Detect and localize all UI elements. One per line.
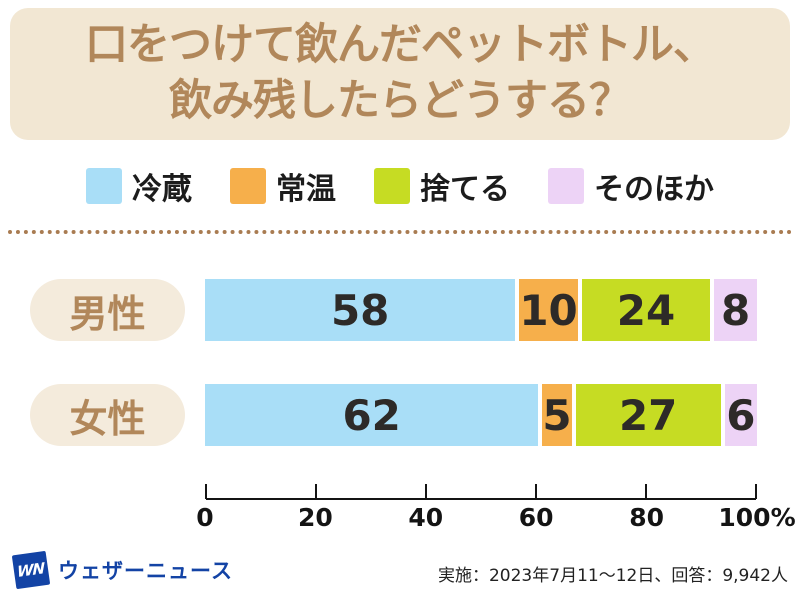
wn-logo-letters: WN — [17, 559, 45, 581]
axis-tick-label: 80 — [629, 503, 664, 532]
legend-item: 常温 — [230, 164, 336, 208]
bar-segment: 8 — [714, 279, 757, 341]
legend-item: 捨てる — [374, 164, 510, 208]
legend-swatch — [374, 168, 410, 204]
legend-swatch — [86, 168, 122, 204]
page-title-line2: 飲み残したらどうする？ — [169, 76, 632, 126]
bar-segment: 10 — [519, 279, 578, 341]
dotted-divider — [8, 230, 792, 234]
axis-tick-label: 20 — [297, 503, 333, 532]
legend-item: そのほか — [548, 164, 714, 208]
legend-label: 捨てる — [420, 172, 510, 207]
bar-segment: 62 — [205, 384, 539, 446]
survey-info: 実施：2023年7月11〜12日、回答：9,942人 — [437, 566, 788, 586]
stacked-bar-chart: 男性 58 10 24 8 女性 62 5 27 6 — [30, 279, 758, 446]
axis-tick-label: 60 — [518, 503, 554, 532]
bar-segment: 5 — [542, 384, 572, 446]
legend: 冷蔵 常温 捨てる そのほか — [0, 162, 800, 210]
legend-label: 常温 — [276, 172, 336, 207]
axis-tick-label: 100% — [718, 503, 796, 532]
logo-brand-name: ウェザーニュース — [58, 559, 233, 583]
axis-tick-label: 0 — [196, 503, 214, 532]
chart-row: 女性 62 5 27 6 — [30, 384, 758, 446]
category-label: 女性 — [30, 384, 185, 446]
legend-swatch — [548, 168, 584, 204]
bar-segment: 6 — [724, 384, 758, 446]
title-box: 口をつけて飲んだペットボトル、 飲み残したらどうする？ — [10, 8, 790, 140]
wn-logo-icon: WN — [11, 550, 51, 590]
stacked-bar: 62 5 27 6 — [205, 384, 758, 446]
x-axis-tick-labels: 0 20 40 60 80 100% — [196, 503, 795, 535]
legend-item: 冷蔵 — [86, 164, 192, 208]
bar-segment: 58 — [205, 279, 516, 341]
legend-label: そのほか — [594, 172, 714, 207]
chart-row: 男性 58 10 24 8 — [30, 279, 757, 341]
x-axis-line — [205, 484, 757, 500]
weathernews-logo: WN ウェザーニュース — [11, 548, 233, 592]
x-axis — [205, 482, 757, 500]
axis-tick-label: 40 — [408, 503, 444, 532]
legend-swatch — [230, 168, 266, 204]
stacked-bar: 58 10 24 8 — [205, 279, 757, 341]
legend-label: 冷蔵 — [132, 172, 192, 207]
bar-segment: 24 — [581, 279, 711, 341]
page-title-line1: 口をつけて飲んだペットボトル、 — [85, 20, 716, 71]
category-label: 男性 — [30, 279, 185, 341]
bar-segment: 27 — [575, 384, 721, 446]
